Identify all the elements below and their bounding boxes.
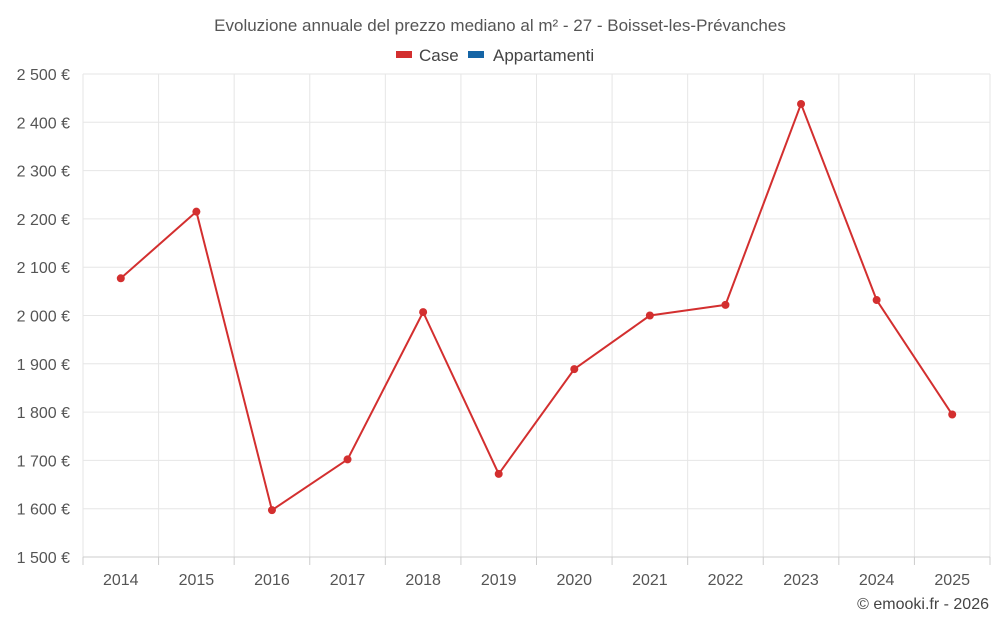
y-tick-label: 1 700 € xyxy=(17,453,70,470)
data-point-2019[interactable] xyxy=(494,469,503,478)
data-point-2024[interactable] xyxy=(872,296,881,305)
y-tick-label: 2 100 € xyxy=(17,260,70,277)
legend: Case Appartamenti xyxy=(396,46,594,65)
chart-title: Evoluzione annuale del prezzo mediano al… xyxy=(214,16,786,35)
x-tick-label: 2019 xyxy=(481,572,517,589)
axes xyxy=(82,556,991,565)
x-axis-ticks: 2014 2015 2016 2017 2018 2019 2020 2021 2022 2023… xyxy=(103,572,970,589)
x-tick-label: 2021 xyxy=(632,572,668,589)
x-tick-label: 2024 xyxy=(859,572,895,589)
data-point-2020[interactable] xyxy=(570,365,579,374)
data-point-2022[interactable] xyxy=(721,300,730,309)
y-tick-label: 1 900 € xyxy=(17,357,70,374)
data-point-2017[interactable] xyxy=(343,455,352,464)
y-tick-label: 2 500 € xyxy=(17,67,70,84)
legend-swatch-appartamenti xyxy=(468,51,484,58)
data-point-2016[interactable] xyxy=(267,506,276,515)
y-tick-label: 2 000 € xyxy=(17,309,70,326)
y-axis-ticks: 1 500 € 1 600 € 1 700 € 1 800 € 1 900 € 2 000… xyxy=(17,67,70,567)
x-tick-label: 2020 xyxy=(556,572,592,589)
legend-swatch-case xyxy=(396,51,412,58)
x-tick-label: 2018 xyxy=(405,572,441,589)
y-tick-label: 2 400 € xyxy=(17,115,70,132)
y-tick-label: 1 800 € xyxy=(17,405,70,422)
data-point-2015[interactable] xyxy=(192,207,201,216)
data-point-2014[interactable] xyxy=(116,274,125,283)
legend-label-appartamenti: Appartamenti xyxy=(493,46,594,65)
y-tick-label: 2 200 € xyxy=(17,212,70,229)
x-tick-label: 2025 xyxy=(934,572,970,589)
series-line-case xyxy=(120,102,954,512)
data-point-2021[interactable] xyxy=(645,311,654,320)
grid-lines xyxy=(82,73,991,557)
series-group xyxy=(116,99,957,515)
x-tick-label: 2014 xyxy=(103,572,139,589)
x-tick-label: 2016 xyxy=(254,572,290,589)
legend-item-appartamenti[interactable]: Appartamenti xyxy=(468,46,594,65)
credit-text: © emooki.fr - 2026 xyxy=(857,596,989,613)
x-tick-label: 2022 xyxy=(708,572,744,589)
x-tick-label: 2017 xyxy=(330,572,366,589)
x-tick-label: 2015 xyxy=(179,572,215,589)
data-point-2023[interactable] xyxy=(797,99,806,108)
legend-item-case[interactable]: Case xyxy=(396,46,459,65)
legend-label-case: Case xyxy=(419,46,459,65)
data-point-2018[interactable] xyxy=(419,308,428,317)
x-tick-label: 2023 xyxy=(783,572,819,589)
y-tick-label: 1 500 € xyxy=(17,550,70,567)
data-point-2025[interactable] xyxy=(948,410,957,419)
y-tick-label: 1 600 € xyxy=(17,502,70,519)
y-tick-label: 2 300 € xyxy=(17,164,70,181)
